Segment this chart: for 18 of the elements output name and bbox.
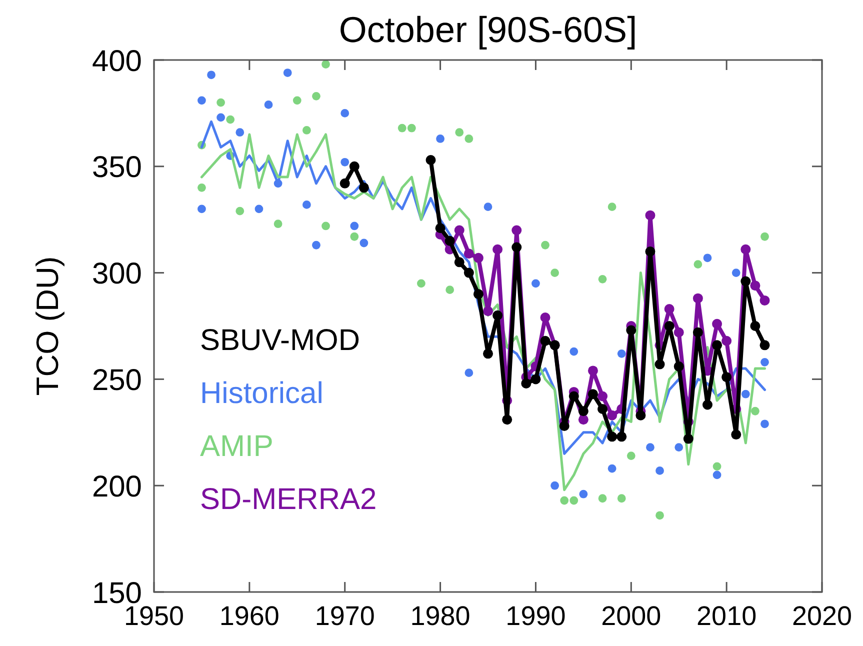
y-tick-label: 350	[92, 151, 142, 184]
x-tick-label: 2020	[792, 601, 852, 631]
chart-title: October [90S-60S]	[338, 9, 638, 50]
x-tick-label: 2010	[696, 601, 757, 631]
x-tick-label: 1980	[410, 601, 470, 631]
text: SD-MERRA2	[200, 483, 377, 516]
x-tick-label: 1960	[219, 601, 280, 631]
y-axis-title: TCO (DU)	[30, 256, 65, 396]
y-tick-label: 400	[92, 44, 142, 78]
text: Historical	[200, 377, 324, 410]
y-tick-label: 300	[92, 258, 142, 291]
y-tick-label: 250	[92, 364, 142, 397]
x-tick-label: 1970	[314, 601, 375, 631]
x-tick-label: 1990	[506, 601, 566, 631]
x-tick-label: 2000	[601, 601, 662, 631]
text: AMIP	[200, 430, 274, 463]
y-tick-label: 200	[92, 470, 142, 504]
text: SBUV-MOD	[200, 324, 360, 357]
